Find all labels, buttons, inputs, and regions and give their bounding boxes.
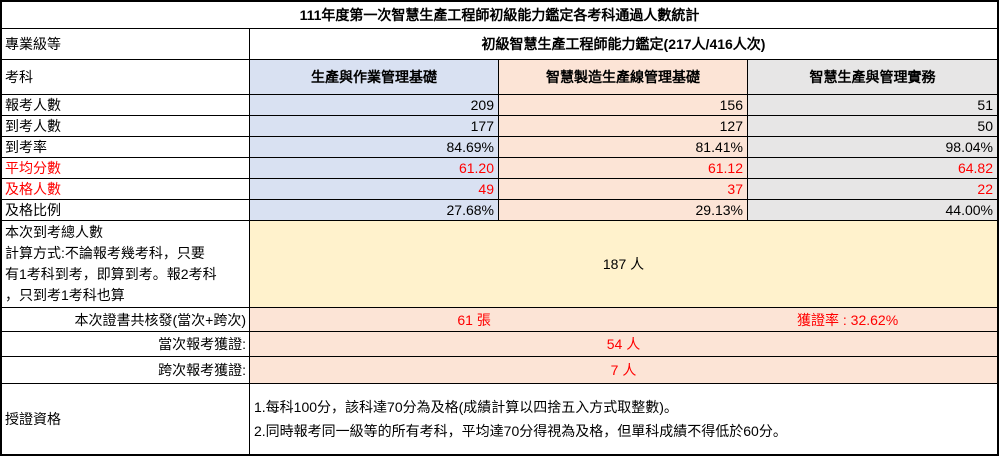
title-row: 111年度第一次智慧生產工程師初級能力鑑定各考科通過人數統計 bbox=[2, 2, 997, 29]
stat-label: 報考人數 bbox=[2, 95, 250, 115]
certificates-count: 61 張 bbox=[457, 311, 491, 328]
stat-value: 37 bbox=[499, 179, 748, 199]
certificates-value-cell: 61 張 獲證率 : 32.62% bbox=[250, 308, 997, 331]
stat-label: 及格人數 bbox=[2, 179, 250, 199]
stat-value: 22 bbox=[748, 179, 997, 199]
certificates-label: 本次證書共核發(當次+跨次) bbox=[2, 308, 250, 331]
stat-row-registered: 報考人數 209 156 51 bbox=[2, 95, 997, 116]
stat-value: 27.68% bbox=[250, 200, 499, 220]
subject-header-3: 智慧生產與管理實務 bbox=[748, 60, 997, 94]
qualification-rule-1: 1.每科100分，該科達70分為及格(成績計算以四捨五入方式取整數)。 bbox=[254, 399, 678, 415]
cross-session-row: 跨次報考獲證: 7 人 bbox=[2, 357, 997, 384]
subject-header-2: 智慧製造生產線管理基礎 bbox=[499, 60, 748, 94]
current-session-row: 當次報考獲證: 54 人 bbox=[2, 332, 997, 357]
stat-value: 84.69% bbox=[250, 137, 499, 157]
subject-header-row: 考科 生產與作業管理基礎 智慧製造生產線管理基礎 智慧生產與管理實務 bbox=[2, 60, 997, 95]
stat-value: 81.41% bbox=[499, 137, 748, 157]
certificates-row: 本次證書共核發(當次+跨次) 61 張 獲證率 : 32.62% bbox=[2, 308, 997, 332]
current-session-value: 54 人 bbox=[250, 332, 997, 356]
stat-row-attendance-rate: 到考率 84.69% 81.41% 98.04% bbox=[2, 137, 997, 158]
stat-label: 到考人數 bbox=[2, 116, 250, 136]
stat-row-average-score: 平均分數 61.20 61.12 64.82 bbox=[2, 158, 997, 179]
stat-row-pass-ratio: 及格比例 27.68% 29.13% 44.00% bbox=[2, 200, 997, 221]
cross-session-label: 跨次報考獲證: bbox=[2, 357, 250, 383]
subject-header-1: 生產與作業管理基礎 bbox=[250, 60, 499, 94]
stat-value: 156 bbox=[499, 95, 748, 115]
level-row: 專業級等 初級智慧生產工程師能力鑑定(217人/416人次) bbox=[2, 29, 997, 60]
stat-row-passed-count: 及格人數 49 37 22 bbox=[2, 179, 997, 200]
stat-value: 209 bbox=[250, 95, 499, 115]
stat-label: 平均分數 bbox=[2, 158, 250, 178]
cross-session-value: 7 人 bbox=[250, 357, 997, 383]
stat-value: 61.20 bbox=[250, 158, 499, 178]
stat-row-attended: 到考人數 177 127 50 bbox=[2, 116, 997, 137]
attended-total-row: 本次到考總人數 計算方式:不論報考幾考科，只要 有1考科到考，即算到考。報2考科… bbox=[2, 221, 997, 308]
stat-value: 61.12 bbox=[499, 158, 748, 178]
stat-value: 177 bbox=[250, 116, 499, 136]
stat-label: 到考率 bbox=[2, 137, 250, 157]
subject-row-label: 考科 bbox=[2, 60, 250, 94]
stat-label: 及格比例 bbox=[2, 200, 250, 220]
stat-value: 51 bbox=[748, 95, 997, 115]
stat-value: 98.04% bbox=[748, 137, 997, 157]
qualification-label: 授證資格 bbox=[2, 384, 250, 454]
page-title: 111年度第一次智慧生產工程師初級能力鑑定各考科通過人數統計 bbox=[299, 7, 700, 23]
certification-rate: 獲證率 : 32.62% bbox=[797, 311, 899, 328]
qualification-rule-2: 2.同時報考同一級等的所有考科，平均達70分得視為及格，但單科成績不得低於60分… bbox=[254, 423, 787, 439]
stat-value: 127 bbox=[499, 116, 748, 136]
stat-value: 50 bbox=[748, 116, 997, 136]
stat-value: 44.00% bbox=[748, 200, 997, 220]
attended-total-value: 187 人 bbox=[250, 221, 997, 307]
attended-total-label: 本次到考總人數 計算方式:不論報考幾考科，只要 有1考科到考，即算到考。報2考科… bbox=[2, 221, 250, 307]
stat-value: 49 bbox=[250, 179, 499, 199]
qualification-row: 授證資格 1.每科100分，該科達70分為及格(成績計算以四捨五入方式取整數)。… bbox=[2, 384, 997, 454]
qualification-rules: 1.每科100分，該科達70分為及格(成績計算以四捨五入方式取整數)。 2.同時… bbox=[250, 384, 997, 454]
stat-value: 29.13% bbox=[499, 200, 748, 220]
level-label: 專業級等 bbox=[2, 29, 250, 59]
stat-value: 64.82 bbox=[748, 158, 997, 178]
current-session-label: 當次報考獲證: bbox=[2, 332, 250, 356]
level-value: 初級智慧生產工程師能力鑑定(217人/416人次) bbox=[481, 36, 766, 52]
